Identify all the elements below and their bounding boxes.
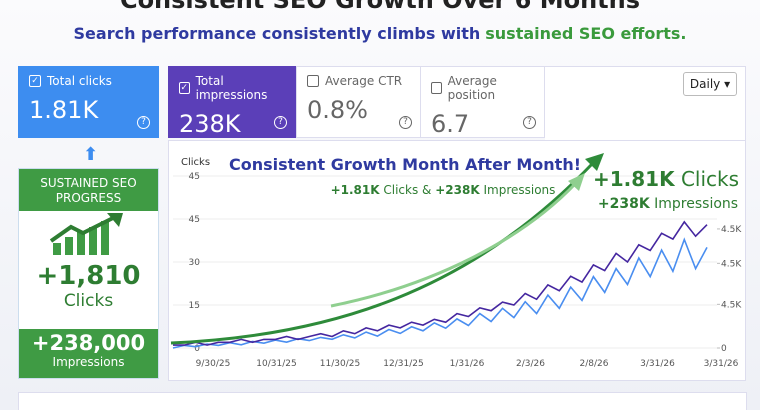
y2-tick-label: 4.5K bbox=[721, 225, 742, 235]
annotation-title: Consistent Growth Month After Month! bbox=[229, 155, 581, 174]
title: Consistent SEO Growth Over 6 Months bbox=[119, 0, 641, 14]
card-label: Average CTR bbox=[325, 74, 403, 88]
annotation-part: +1.81K bbox=[331, 183, 381, 197]
annotation-part: +238K bbox=[435, 183, 480, 197]
y2-tick-label: 4.5K bbox=[721, 259, 742, 269]
x-tick-label: 12/31/25 bbox=[383, 359, 423, 369]
x-tick-label: 1/31/26 bbox=[450, 359, 485, 369]
x-tick-label: 2/8/26 bbox=[580, 359, 609, 369]
chart: 0 15 30 45 45 0 4.5K 4.5K 4.5K 9/30/25 10/31/25 11/… bbox=[168, 140, 746, 381]
panel-clicks-value: +1,810 bbox=[36, 261, 141, 291]
y2-tick-label: 4.5K bbox=[721, 300, 742, 310]
x-tick-label: 2/3/26 bbox=[516, 359, 545, 369]
series-line bbox=[173, 220, 708, 346]
series-line bbox=[172, 237, 708, 349]
bottom-panel bbox=[18, 392, 747, 410]
subtitle-highlight: sustained SEO efforts. bbox=[485, 24, 687, 43]
up-arrow: ⬆ bbox=[83, 144, 99, 165]
annotation-part: +238K bbox=[598, 196, 651, 212]
y-tick-label: 45 bbox=[189, 172, 200, 182]
panel-heading: SUSTAINED SEO PROGRESS bbox=[19, 169, 158, 211]
annotation-big: +1.81K Clicks bbox=[593, 167, 739, 191]
annotation-part: +1.81K bbox=[593, 167, 676, 191]
card-label: Total impressions bbox=[195, 74, 268, 102]
x-tick-label: 3/31/26 bbox=[704, 359, 739, 369]
panel-impressions-value: +238,000 bbox=[31, 331, 146, 355]
x-tick-label: 3/31/26 bbox=[640, 359, 675, 369]
card-value: 6.7 bbox=[431, 110, 470, 138]
card-value: 1.81K bbox=[29, 96, 99, 124]
annotation-part: Clicks & bbox=[383, 183, 431, 197]
card-value: 0.8% bbox=[307, 96, 368, 124]
annotation-part: Clicks bbox=[681, 167, 739, 191]
metric-card[interactable]: ✓ Total impressions 238K? bbox=[168, 66, 296, 138]
y2-tick-label: 0 bbox=[721, 344, 727, 354]
annotation-part: Impressions bbox=[654, 196, 738, 212]
trend-arrowhead-light bbox=[568, 173, 585, 191]
annotation-big-sub: +238K Impressions bbox=[598, 196, 738, 212]
growth-icon bbox=[49, 213, 123, 255]
panel-clicks-label: Clicks bbox=[63, 291, 114, 311]
y-tick-label: 30 bbox=[189, 258, 201, 268]
panel-impressions-label: Impressions bbox=[52, 355, 125, 369]
x-tick-label: 11/30/25 bbox=[320, 359, 360, 369]
trend-arrowhead bbox=[585, 153, 604, 171]
range-dropdown[interactable]: Daily ▾ bbox=[683, 72, 737, 96]
subtitle-text: Search performance consistently climbs w… bbox=[73, 24, 481, 43]
y-axis-label: Clicks bbox=[181, 157, 210, 168]
x-tick-label: 9/30/25 bbox=[196, 359, 231, 369]
trend-arrow bbox=[170, 161, 595, 345]
metric-card[interactable]: ✓ Total clicks 1.81K? bbox=[18, 66, 159, 138]
card-value: 238K bbox=[179, 110, 241, 138]
y-tick-label: 15 bbox=[189, 301, 200, 311]
progress-panel: SUSTAINED SEO PROGRESS +1,810 Clicks +23… bbox=[18, 168, 159, 379]
metric-card[interactable]: Average position 6.7? bbox=[420, 66, 545, 138]
card-label: Average position bbox=[447, 74, 497, 102]
subtitle: Search performance consistently climbs w… bbox=[0, 24, 760, 43]
panel-impressions: +238,000 Impressions bbox=[19, 329, 158, 378]
metric-card[interactable]: Average CTR 0.8%? bbox=[296, 66, 421, 138]
axes: 0 15 30 45 45 0 4.5K 4.5K 4.5K 9/30/25 10/31/25 11/… bbox=[173, 172, 742, 369]
range-label: Daily bbox=[689, 77, 721, 91]
y-tick-label: 0 bbox=[194, 344, 200, 354]
x-tick-label: 10/31/25 bbox=[256, 359, 296, 369]
card-label: Total clicks bbox=[47, 74, 112, 88]
annotation-part: Impressions bbox=[483, 183, 555, 197]
y-tick-label: 45 bbox=[189, 215, 200, 225]
trend-arrow-light bbox=[330, 181, 578, 308]
annotation-sub: +1.81K Clicks & +238K Impressions bbox=[331, 183, 556, 197]
